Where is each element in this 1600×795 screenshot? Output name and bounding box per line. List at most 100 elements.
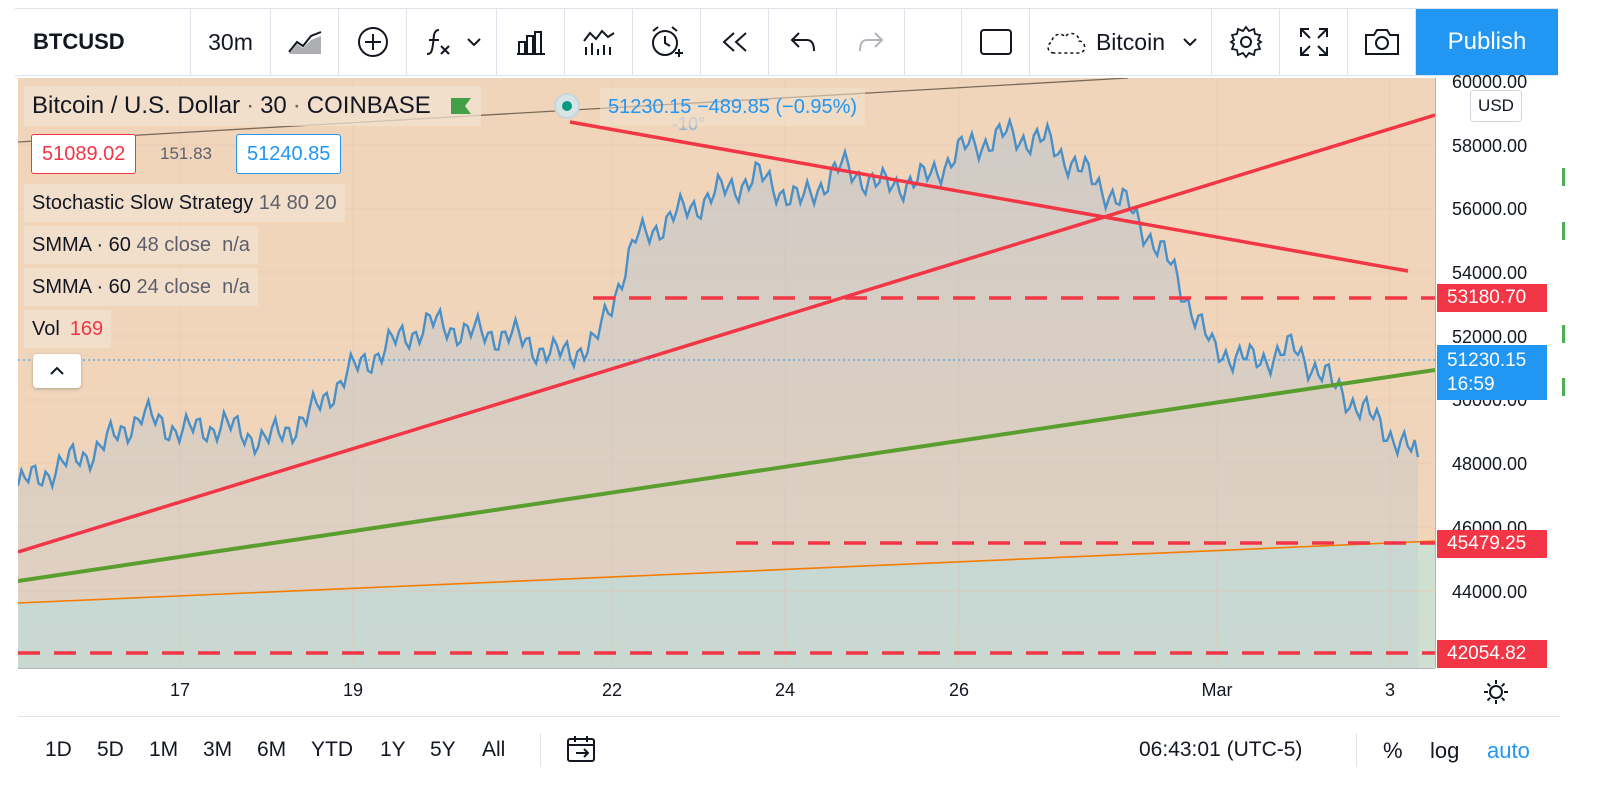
edge-marker — [1562, 378, 1565, 396]
percent-scale-toggle[interactable]: % — [1383, 738, 1403, 763]
chevron-down-icon[interactable] — [466, 37, 481, 47]
bottom-bar — [18, 716, 1560, 784]
spread-value: 151.83 — [160, 134, 212, 174]
camera-icon — [1364, 29, 1399, 55]
range-1m[interactable]: 1M — [149, 738, 179, 761]
templates-button[interactable] — [497, 9, 565, 75]
divider — [540, 733, 541, 767]
smma2-params: 24 close — [136, 275, 211, 298]
time-axis[interactable] — [18, 668, 1435, 716]
time-tick: 17 — [169, 680, 191, 700]
symbol-search-button[interactable]: BTCUSD — [15, 9, 191, 75]
compare-add-button[interactable] — [339, 9, 407, 75]
snapshot-button[interactable] — [1348, 9, 1416, 75]
support-price: 45479.25 — [1447, 533, 1527, 554]
vol-name: Vol — [32, 317, 60, 340]
select-rectangle-icon — [979, 29, 1012, 55]
toolbar-spacer — [905, 9, 962, 75]
publish-label: Publish — [1447, 28, 1527, 55]
interval-button[interactable]: 30m — [191, 9, 271, 75]
legend-interval: 30 — [260, 92, 287, 119]
price-tick: 58000.00 — [1452, 136, 1528, 156]
legend-collapse-button[interactable] — [33, 354, 81, 388]
price-tick: 48000.00 — [1452, 454, 1528, 474]
ask-value: 51240.85 — [247, 142, 331, 165]
range-5y[interactable]: 5Y — [430, 738, 456, 761]
fullscreen-button[interactable] — [1280, 9, 1348, 75]
bid-value: 51089.02 — [42, 142, 126, 165]
drawing-anchor-dot — [562, 101, 572, 111]
time-tick: Mar — [1201, 680, 1233, 700]
sell-price-button[interactable]: 51089.02 — [31, 134, 137, 174]
chart-pane[interactable]: -10° — [18, 78, 1435, 668]
range-1d[interactable]: 1D — [45, 738, 72, 761]
symbol-label: BTCUSD — [33, 29, 125, 54]
price-area-fill — [18, 120, 1418, 668]
legend-title[interactable]: Bitcoin / U.S. Dollar · 30 · COINBASE — [24, 86, 481, 126]
auto-scale-toggle[interactable]: auto — [1487, 738, 1530, 763]
timezone-clock[interactable]: 06:43:01 (UTC-5) — [1139, 738, 1303, 761]
time-tick: 3 — [1384, 680, 1396, 700]
chart-settings-button[interactable] — [1482, 678, 1510, 711]
resistance-price: 53180.70 — [1447, 287, 1527, 308]
legend-separator: · — [246, 92, 255, 119]
red-ascending-trend-line[interactable] — [18, 113, 1435, 554]
chart-canvas[interactable]: -10° — [18, 78, 1435, 668]
indicators-button[interactable] — [407, 9, 497, 75]
orange-trend-line[interactable] — [18, 540, 1435, 604]
legend-volume[interactable]: Vol 169 — [24, 310, 112, 348]
publish-button[interactable]: Publish — [1416, 9, 1558, 75]
redo-button[interactable] — [837, 9, 905, 75]
legend-smma-1[interactable]: SMMA · 60 48 close n/a — [24, 226, 258, 264]
buy-price-button[interactable]: 51240.85 — [236, 134, 342, 174]
smma2-name: SMMA · 60 — [32, 275, 131, 298]
strategy-tester-button[interactable] — [565, 9, 633, 75]
log-scale-toggle[interactable]: log — [1430, 738, 1460, 763]
redo-icon — [858, 32, 883, 52]
goto-date-button[interactable] — [566, 734, 598, 769]
legend-price-change: 51230.15 −489.85 (−0.95%) — [600, 88, 866, 126]
range-5d[interactable]: 5D — [97, 738, 124, 761]
settings-button[interactable] — [1212, 9, 1280, 75]
price-tick: 56000.00 — [1452, 199, 1528, 219]
layout-button[interactable]: Bitcoin — [1030, 9, 1212, 75]
compare-add-icon — [357, 27, 388, 57]
price-tick: 54000.00 — [1452, 263, 1528, 283]
smma1-value: n/a — [222, 233, 250, 256]
select-rectangle-button[interactable] — [962, 9, 1030, 75]
edge-marker — [1562, 168, 1565, 186]
chevron-down-icon — [1183, 38, 1197, 47]
vol-value: 169 — [69, 317, 104, 340]
time-tick: 22 — [601, 680, 623, 700]
replay-button[interactable] — [701, 9, 769, 75]
currency-button[interactable]: USD — [1470, 90, 1522, 122]
edge-marker — [1562, 222, 1565, 240]
resistance-price-label: 53180.70 — [1437, 284, 1547, 312]
price-tick: 60000.00 — [1452, 72, 1528, 92]
divider — [1356, 733, 1357, 767]
bar-style-button[interactable] — [271, 9, 339, 75]
range-6m[interactable]: 6M — [257, 738, 287, 761]
smma1-name: SMMA · 60 — [32, 233, 131, 256]
legend-smma-2[interactable]: SMMA · 60 24 close n/a — [24, 268, 258, 306]
templates-icon — [516, 31, 545, 55]
alert-icon — [651, 26, 683, 57]
green-trend-line[interactable] — [18, 368, 1435, 583]
range-1y[interactable]: 1Y — [380, 738, 406, 761]
low-price-label: 42054.82 — [1437, 640, 1547, 668]
range-ytd[interactable]: YTD — [311, 738, 353, 761]
legend-strategy[interactable]: Stochastic Slow Strategy 14 80 20 — [24, 184, 345, 222]
red-descending-trend-line[interactable] — [569, 120, 1409, 273]
legend-exchange: COINBASE — [306, 92, 431, 119]
alert-button[interactable] — [633, 9, 701, 75]
price-axis[interactable] — [1435, 78, 1560, 668]
interval-label: 30m — [208, 28, 253, 55]
flag-icon[interactable] — [449, 96, 473, 116]
edge-marker — [1562, 325, 1565, 343]
undo-button[interactable] — [769, 9, 837, 75]
bar-style-icon — [287, 31, 321, 54]
price-series-line[interactable] — [18, 116, 1420, 491]
range-all[interactable]: All — [482, 738, 506, 761]
range-3m[interactable]: 3M — [203, 738, 233, 761]
strategy-params: 14 80 20 — [258, 191, 337, 214]
